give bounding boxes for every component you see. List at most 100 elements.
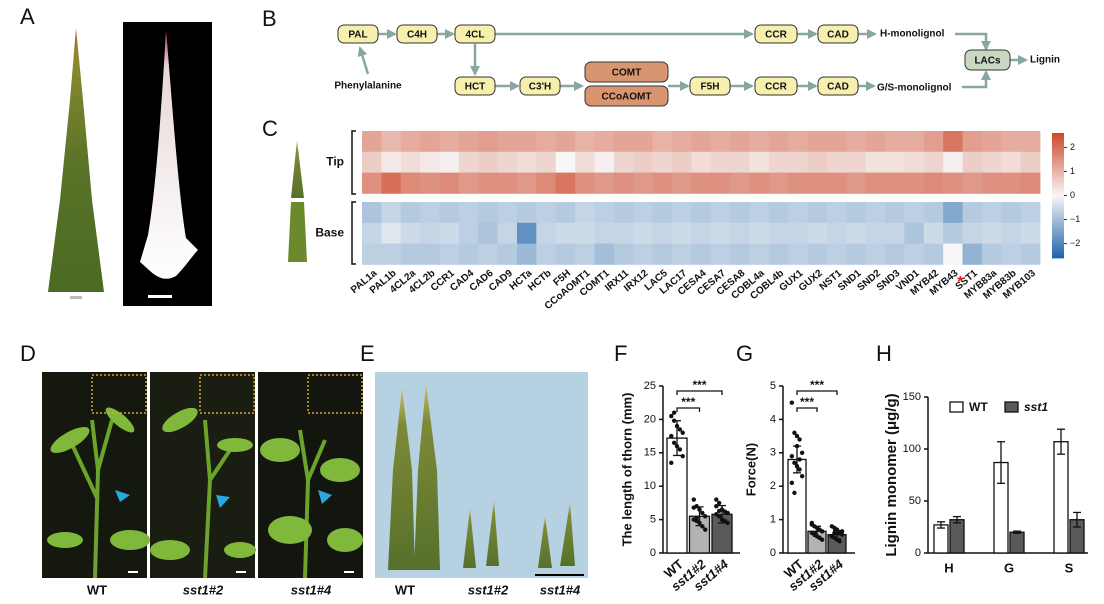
heatmap-cell [420, 243, 440, 265]
substrate: Phenylalanine [334, 81, 402, 92]
data-point [669, 413, 674, 419]
colorbar-step [1052, 205, 1064, 209]
y-tick-label: 1 [770, 514, 776, 526]
pathway-node-label: CCR [765, 30, 787, 41]
heatmap-cell [536, 222, 557, 244]
heatmap-cell [904, 151, 925, 173]
heatmap-cell [923, 222, 944, 244]
heatmap-cell [381, 151, 402, 173]
heatmap-cell [788, 131, 808, 153]
heatmap-cell [362, 151, 382, 173]
heatmap-cell [768, 151, 789, 173]
colorbar-step [1052, 190, 1064, 194]
data-point [797, 457, 802, 462]
heatmap-cell [652, 202, 673, 224]
heatmap-cell [633, 172, 653, 194]
colorbar-label: 0 [1070, 190, 1075, 200]
pathway-node [519, 76, 561, 96]
heatmap-cell [865, 131, 886, 153]
heatmap-cell [943, 243, 963, 265]
data-point [797, 437, 802, 442]
heatmap-cell [807, 172, 828, 194]
genotype-label: WT [87, 582, 107, 597]
heatmap-cell [400, 151, 421, 173]
heatmap-cell [807, 243, 828, 265]
heatmap-cell [516, 131, 537, 153]
heatmap-cell [923, 202, 944, 224]
colorbar-step [1052, 173, 1064, 176]
heatmap-cell [885, 131, 905, 153]
legend-label: WT [969, 400, 988, 414]
colorbar-step [1052, 160, 1064, 164]
colorbar-step [1052, 218, 1064, 221]
product: G/S-monolignol [877, 83, 952, 94]
legend-label: sst1 [1024, 400, 1048, 414]
heatmap-cell [730, 222, 750, 244]
genotype-label: sst1#2 [468, 582, 509, 597]
heatmap-cell [555, 151, 576, 173]
colorbar-step [1052, 248, 1064, 251]
heatmap-cell [885, 172, 905, 194]
data-point [799, 473, 805, 479]
y-tick-label: 0 [915, 547, 921, 559]
colorbar-step [1052, 163, 1064, 166]
heatmap-cell [478, 243, 498, 265]
panel-label: A [20, 4, 35, 29]
heatmap-cell [497, 222, 518, 244]
panel-label: C [262, 116, 278, 141]
heatmap-cell [594, 172, 615, 194]
genotype-label: sst1#4 [540, 582, 581, 597]
data-point [839, 532, 845, 537]
heatmap-cell [1020, 222, 1041, 244]
x-tick-label: H [944, 560, 953, 575]
heatmap-cell [826, 151, 847, 173]
heatmap-cell [575, 243, 595, 265]
colorbar-step [1052, 183, 1064, 186]
y-tick-label: 15 [644, 447, 656, 459]
heatmap-cell [691, 243, 712, 265]
pathway-node-label: PAL [348, 30, 367, 41]
colorbar-step [1052, 215, 1064, 219]
data-point [819, 529, 825, 534]
heatmap-cell [497, 202, 518, 224]
pathway-node-label: COMT [612, 68, 641, 79]
heatmap-cell [962, 151, 983, 173]
y-axis-title: Force(N) [743, 443, 758, 496]
colorbar-step [1052, 233, 1064, 236]
heatmap-cell [846, 151, 867, 173]
colorbar-step [1052, 165, 1064, 169]
pathway-node-label: CCR [765, 82, 787, 93]
heatmap-cell [981, 172, 1002, 194]
heatmap-cell [458, 222, 479, 244]
data-point [714, 504, 719, 509]
heatmap-cell [613, 243, 634, 265]
heatmap-cell [962, 243, 983, 265]
colorbar-step [1052, 180, 1064, 184]
pathway-node [754, 24, 798, 44]
data-point [703, 527, 708, 532]
heatmap-cell [613, 222, 634, 244]
colorbar-step [1052, 155, 1064, 159]
heatmap-cell [439, 151, 460, 173]
heatmap-cell [555, 131, 576, 153]
heatmap-cell [381, 243, 402, 265]
tissue-icons [288, 130, 356, 265]
pathway-node-label: F5H [701, 82, 720, 93]
y-tick-label: 5 [650, 514, 656, 526]
heatmap-cell [516, 243, 537, 265]
heatmap-cell [691, 151, 712, 173]
bar [787, 458, 807, 554]
heatmap-cell [904, 243, 925, 265]
heatmap-cell [458, 131, 479, 153]
heatmap-cell [671, 202, 692, 224]
heatmap-cell [478, 131, 498, 153]
heatmap-cell [904, 172, 925, 194]
pathway-node-label: CAD [827, 30, 849, 41]
heatmap-cell [439, 243, 460, 265]
heatmap-cell [420, 172, 440, 194]
heatmap-cell [826, 243, 847, 265]
colorbar-step [1052, 168, 1064, 171]
heatmap-cell [478, 202, 498, 224]
data-point [799, 450, 805, 455]
